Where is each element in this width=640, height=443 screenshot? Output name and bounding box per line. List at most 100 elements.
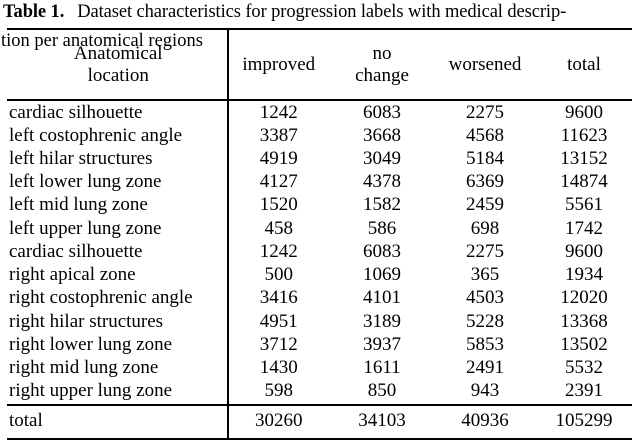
anatomical-location-cell: right hilar structures xyxy=(9,310,164,332)
improved-cell: 3416 xyxy=(259,287,298,309)
anatomical-location-cell: cardiac silhouette xyxy=(9,101,143,123)
table-row: right costophrenic angle 3416 4101 4503 … xyxy=(7,287,632,310)
worsened-cell: 4568 xyxy=(466,124,504,146)
improved-cell: 3387 xyxy=(259,124,298,146)
improved-cell: 1242 xyxy=(259,240,298,262)
anatomical-location-cell: right costophrenic angle xyxy=(9,287,193,309)
table-row: right apical zone 500 1069 365 1934 xyxy=(7,264,632,287)
no-change-cell: 3668 xyxy=(363,124,401,146)
anatomical-location-cell: left mid lung zone xyxy=(9,194,148,216)
table-row: left costophrenic angle 3387 3668 4568 1… xyxy=(7,124,632,147)
header-bottom-rule xyxy=(7,99,632,101)
worsened-cell: 2275 xyxy=(466,240,504,262)
no-change-cell: 586 xyxy=(367,217,397,239)
table-row: right upper lung zone 598 850 943 2391 xyxy=(7,380,632,403)
table-row: left mid lung zone 1520 1582 2459 5561 xyxy=(7,194,632,217)
table-top-rule xyxy=(7,28,632,31)
no-change-cell: 6083 xyxy=(363,240,401,262)
table-caption: Table 1. Dataset characteristics for prog… xyxy=(3,2,640,23)
anatomical-location-cell: left lower lung zone xyxy=(9,171,162,193)
table-total-row: total 30260 34103 40936 105299 xyxy=(7,405,632,437)
table-row: left upper lung zone 458 586 698 1742 xyxy=(7,217,632,240)
table-row: left lower lung zone 4127 4378 6369 1487… xyxy=(7,171,632,194)
improved-cell: 1430 xyxy=(259,357,298,379)
table-row: cardiac silhouette 1242 6083 2275 9600 xyxy=(7,101,632,124)
anatomical-location-cell: left upper lung zone xyxy=(9,217,162,239)
column-separator-rule xyxy=(227,28,229,439)
table-body: cardiac silhouette 1242 6083 2275 9600 l… xyxy=(7,101,632,403)
table-row: left hilar structures 4919 3049 5184 131… xyxy=(7,147,632,170)
header-no-change-line1: no xyxy=(372,43,392,64)
no-change-cell: 6083 xyxy=(363,101,401,123)
total-cell: 5561 xyxy=(565,194,603,216)
total-cell: 13368 xyxy=(560,310,608,332)
anatomical-location-cell: right mid lung zone xyxy=(9,357,159,379)
header-anatomical-line2: location xyxy=(87,64,149,86)
improved-cell: 3712 xyxy=(259,333,298,355)
total-label-cell: total xyxy=(9,410,43,431)
caption-label: Table 1. xyxy=(3,2,65,22)
no-change-cell: 3937 xyxy=(363,333,401,355)
total-improved-cell: 30260 xyxy=(255,410,303,431)
table-row: right mid lung zone 1430 1611 2491 5532 xyxy=(7,356,632,379)
anatomical-location-cell: right lower lung zone xyxy=(9,333,173,355)
total-worsened-cell: 40936 xyxy=(461,410,509,431)
above-total-rule xyxy=(7,404,632,406)
anatomical-location-cell: left costophrenic angle xyxy=(9,124,183,146)
no-change-cell: 1069 xyxy=(363,264,401,286)
improved-cell: 500 xyxy=(264,264,294,286)
table-header-row: Anatomical location improved no change w… xyxy=(7,30,632,99)
no-change-cell: 3189 xyxy=(363,310,401,332)
total-cell: 9600 xyxy=(565,240,603,262)
table-row: right hilar structures 4951 3189 5228 13… xyxy=(7,310,632,333)
no-change-cell: 4101 xyxy=(363,287,401,309)
table-bottom-rule xyxy=(7,437,632,440)
anatomical-location-cell: left hilar structures xyxy=(9,148,153,170)
total-cell: 14874 xyxy=(560,171,608,193)
total-cell: 5532 xyxy=(565,357,603,379)
total-cell: 1742 xyxy=(565,217,603,239)
no-change-cell: 1582 xyxy=(363,194,401,216)
header-anatomical-location: Anatomical location xyxy=(7,30,228,99)
anatomical-location-cell: cardiac silhouette xyxy=(9,240,143,262)
worsened-cell: 2275 xyxy=(466,101,504,123)
improved-cell: 4919 xyxy=(259,148,298,170)
improved-cell: 4951 xyxy=(259,310,298,332)
worsened-cell: 6369 xyxy=(466,171,504,193)
worsened-cell: 698 xyxy=(470,217,500,239)
no-change-cell: 3049 xyxy=(363,148,401,170)
table-row: cardiac silhouette 1242 6083 2275 9600 xyxy=(7,240,632,263)
worsened-cell: 365 xyxy=(470,264,500,286)
header-improved: improved xyxy=(242,53,316,75)
total-cell: 1934 xyxy=(565,264,603,286)
improved-cell: 4127 xyxy=(259,171,298,193)
no-change-cell: 1611 xyxy=(363,357,401,379)
worsened-cell: 2491 xyxy=(466,357,504,379)
worsened-cell: 5228 xyxy=(466,310,504,332)
worsened-cell: 2459 xyxy=(466,194,504,216)
improved-cell: 1242 xyxy=(259,101,298,123)
total-cell: 11623 xyxy=(560,124,608,146)
header-anatomical-line1: Anatomical xyxy=(73,43,163,64)
improved-cell: 1520 xyxy=(259,194,298,216)
worsened-cell: 943 xyxy=(470,380,500,402)
total-cell: 12020 xyxy=(560,287,608,309)
header-worsened: worsened xyxy=(448,53,522,75)
anatomical-location-cell: right apical zone xyxy=(9,264,136,286)
worsened-cell: 5853 xyxy=(466,333,504,355)
header-total: total xyxy=(567,53,601,75)
total-cell: 9600 xyxy=(565,101,603,123)
total-cell: 13502 xyxy=(560,333,608,355)
no-change-cell: 4378 xyxy=(363,171,401,193)
table-row: right lower lung zone 3712 3937 5853 135… xyxy=(7,333,632,356)
total-cell: 2391 xyxy=(565,380,603,402)
improved-cell: 598 xyxy=(264,380,294,402)
total-total-cell: 105299 xyxy=(555,410,613,431)
no-change-cell: 850 xyxy=(367,380,397,402)
total-cell: 13152 xyxy=(560,148,608,170)
worsened-cell: 5184 xyxy=(466,148,504,170)
total-no-change-cell: 34103 xyxy=(358,410,406,431)
header-no-change-line2: change xyxy=(355,64,409,86)
improved-cell: 458 xyxy=(264,217,294,239)
